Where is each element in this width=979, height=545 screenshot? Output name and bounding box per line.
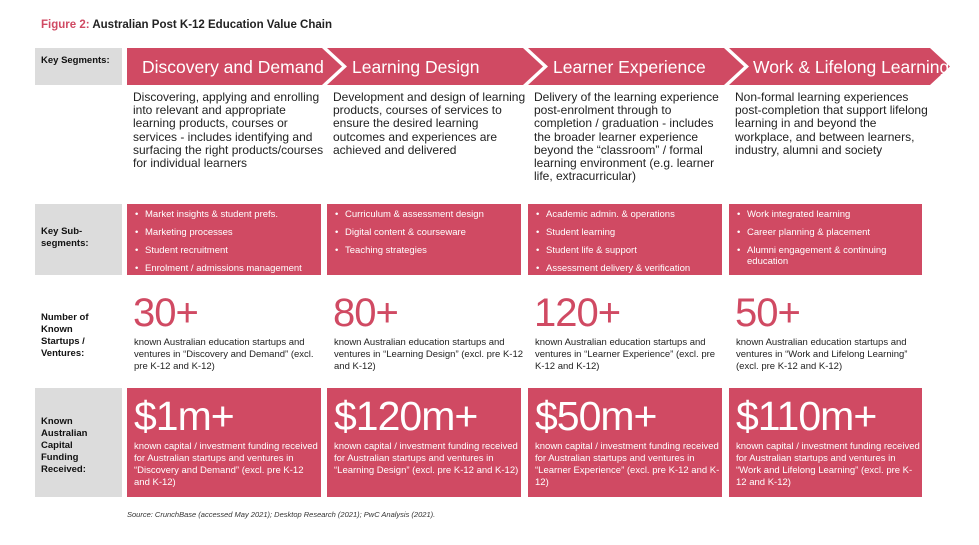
segment-description: Discovering, applying and enrolling into… [133, 90, 324, 171]
funding-amount: $110m+ [736, 393, 877, 439]
sub-segments-list: Work integrated learning Career planning … [729, 204, 922, 267]
funding-box: $110m+ known capital / investment fundin… [729, 388, 922, 497]
source-note: Source: CrunchBase (accessed May 2021); … [127, 510, 436, 519]
segment-title-work-lifelong-learning: Work & Lifelong Learning [753, 57, 950, 77]
segment-title-learning-design: Learning Design [352, 57, 480, 77]
startups-count: 120+ [534, 291, 621, 335]
funding-amount: $120m+ [334, 393, 478, 439]
startups-label: Number of Known Startups / Ventures: [41, 312, 89, 359]
funding-text: known capital / investment funding recei… [334, 441, 519, 476]
segments-label: Key Segments: [41, 55, 110, 66]
funding-label-box [35, 388, 122, 497]
chevron-learning-design [327, 48, 543, 85]
segment-description: Non-formal learning experiences post-com… [735, 90, 928, 157]
sub-segment-item: Curriculum & assessment design [335, 209, 521, 220]
figure-number: Figure 2: [41, 19, 90, 31]
sub-segment-item: Marketing processes [135, 227, 321, 238]
sub-segment-item: Market insights & student prefs. [135, 209, 321, 220]
segment-description: Development and design of learning produ… [333, 90, 526, 157]
funding-amount: $50m+ [535, 393, 658, 439]
sub-segments-list: Market insights & student prefs. Marketin… [127, 204, 321, 274]
sub-segments-label: Key Sub-segments: [41, 226, 89, 249]
sub-segments-label-box [35, 204, 122, 275]
sub-segment-item: Teaching strategies [335, 245, 521, 256]
sub-segment-item: Work integrated learning [737, 209, 922, 220]
sub-segment-item: Career planning & placement [737, 227, 922, 238]
sub-segment-item: Student life & support [536, 245, 722, 256]
sub-segments-box: Work integrated learning Career planning … [729, 204, 922, 275]
chevron-work-lifelong-learning [729, 48, 950, 85]
chevron-discovery-and-demand [127, 48, 342, 85]
startups-count: 30+ [133, 291, 199, 335]
segment-chevron-banner [127, 48, 950, 85]
startups-count: 80+ [333, 291, 399, 335]
funding-label: Known Australian Capital Funding Receive… [41, 416, 88, 475]
funding-box: $1m+ known capital / investment funding … [127, 388, 321, 497]
sub-segment-item: Academic admin. & operations [536, 209, 722, 220]
funding-text: known capital / investment funding recei… [736, 441, 920, 488]
funding-text: known capital / investment funding recei… [535, 441, 720, 488]
segment-description: Delivery of the learning experience post… [534, 90, 719, 184]
sub-segments-box: Curriculum & assessment design Digital co… [327, 204, 521, 275]
sub-segment-item: Enrolment / admissions management [135, 263, 321, 274]
chevron-learner-experience [528, 48, 744, 85]
sub-segment-item: Assessment delivery & verification [536, 263, 722, 274]
segment-title-discovery-and-demand: Discovery and Demand [142, 57, 324, 77]
startups-text: known Australian education startups and … [334, 337, 524, 372]
sub-segment-item: Alumni engagement & continuing education [737, 245, 922, 267]
sub-segments-list: Curriculum & assessment design Digital co… [327, 204, 521, 256]
startups-count: 50+ [735, 291, 801, 335]
sub-segments-box: Academic admin. & operations Student lear… [528, 204, 722, 275]
funding-text: known capital / investment funding recei… [134, 441, 318, 488]
startups-text: known Australian education startups and … [535, 337, 716, 372]
funding-box: $50m+ known capital / investment funding… [528, 388, 722, 497]
funding-box: $120m+ known capital / investment fundin… [327, 388, 521, 497]
funding-amount: $1m+ [134, 393, 235, 439]
sub-segments-box: Market insights & student prefs. Marketin… [127, 204, 321, 275]
startups-text: known Australian education startups and … [736, 337, 908, 372]
sub-segment-item: Digital content & courseware [335, 227, 521, 238]
sub-segment-item: Student recruitment [135, 245, 321, 256]
sub-segments-list: Academic admin. & operations Student lear… [528, 204, 722, 274]
startups-text: known Australian education startups and … [134, 337, 314, 372]
segment-title-learner-experience: Learner Experience [553, 57, 706, 77]
sub-segment-item: Student learning [536, 227, 722, 238]
figure-title-text: Australian Post K-12 Education Value Cha… [92, 19, 332, 31]
segments-label-box [35, 48, 122, 85]
figure-title: Figure 2: Australian Post K-12 Education… [41, 19, 332, 31]
